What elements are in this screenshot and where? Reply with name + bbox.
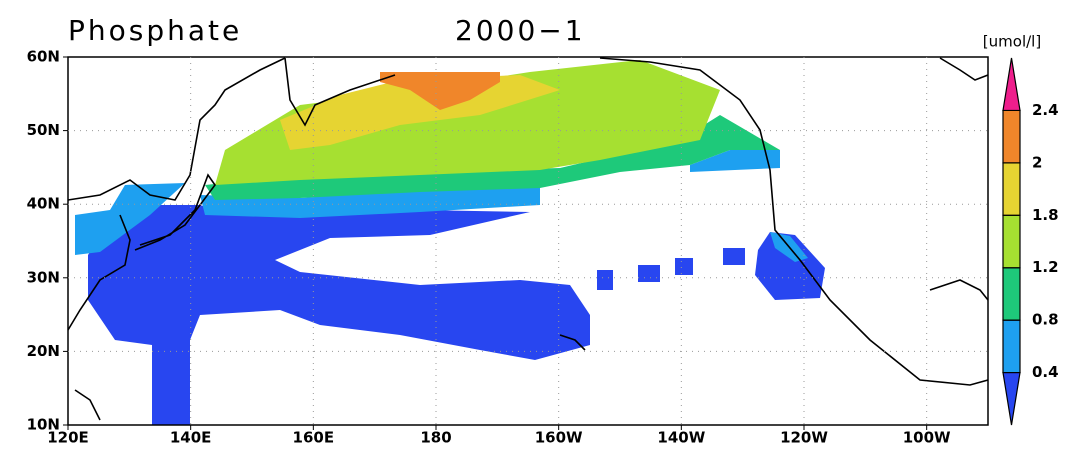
colorbar-label: 1.2 bbox=[1032, 258, 1059, 276]
colorbar-label: 1.8 bbox=[1032, 206, 1059, 224]
colorbar-label: 2.4 bbox=[1032, 101, 1059, 119]
lat-label: 20N bbox=[27, 342, 60, 360]
lat-label: 40N bbox=[27, 195, 60, 213]
lon-label: 140E bbox=[170, 429, 212, 447]
lat-label: 50N bbox=[27, 121, 60, 139]
colorbar-segment bbox=[1002, 109, 1021, 164]
colorbar-segment bbox=[1002, 267, 1021, 321]
colorbar-label: 2 bbox=[1032, 153, 1042, 171]
lon-label: 100W bbox=[903, 429, 951, 447]
lat-label: 10N bbox=[27, 416, 60, 434]
units: [umol/l] bbox=[983, 33, 1041, 51]
colorbar-label: 0.8 bbox=[1032, 311, 1059, 329]
field bbox=[75, 60, 825, 425]
colorbar-segment bbox=[1002, 57, 1021, 112]
lat-label: 30N bbox=[27, 268, 60, 286]
lon-label: 180 bbox=[420, 429, 451, 447]
lon-label: 160E bbox=[293, 429, 335, 447]
lon-label: 120E bbox=[47, 429, 89, 447]
colorbar-segment bbox=[1002, 371, 1021, 426]
axes bbox=[67, 56, 989, 426]
lat-label: 60N bbox=[27, 48, 60, 66]
colorbar-segment bbox=[1002, 162, 1021, 216]
colorbar-segment bbox=[1002, 319, 1021, 374]
lon-label: 120W bbox=[780, 429, 828, 447]
title: Phosphate bbox=[68, 14, 242, 47]
colorbar-label: 0.4 bbox=[1032, 363, 1059, 381]
lon-label: 160W bbox=[535, 429, 583, 447]
period: 2000−1 bbox=[455, 14, 586, 47]
colorbar-segment bbox=[1002, 214, 1021, 269]
plot-frame bbox=[67, 56, 989, 426]
lon-label: 140W bbox=[657, 429, 705, 447]
coastlines bbox=[67, 57, 989, 421]
